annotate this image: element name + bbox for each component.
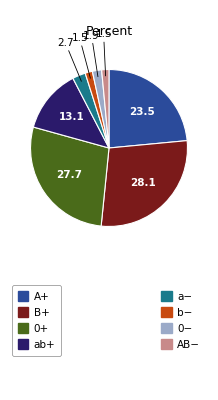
Text: 28.1: 28.1 [130, 178, 156, 188]
Title: Percent: Percent [85, 24, 133, 38]
Text: 13.1: 13.1 [58, 112, 84, 122]
Wedge shape [73, 73, 109, 148]
Wedge shape [33, 78, 109, 148]
Text: 23.5: 23.5 [129, 107, 155, 117]
Text: 1.9: 1.9 [83, 30, 100, 77]
Text: 1.5: 1.5 [71, 33, 90, 78]
Wedge shape [31, 127, 109, 226]
Text: 2.7: 2.7 [57, 38, 81, 81]
Wedge shape [85, 71, 109, 148]
Text: 1.5: 1.5 [95, 29, 112, 76]
Text: 27.7: 27.7 [56, 170, 82, 180]
Wedge shape [92, 70, 109, 148]
Wedge shape [109, 70, 187, 148]
Wedge shape [101, 141, 187, 226]
Wedge shape [102, 70, 109, 148]
Legend: a−, b−, 0−, AB−: a−, b−, 0−, AB− [155, 285, 206, 356]
